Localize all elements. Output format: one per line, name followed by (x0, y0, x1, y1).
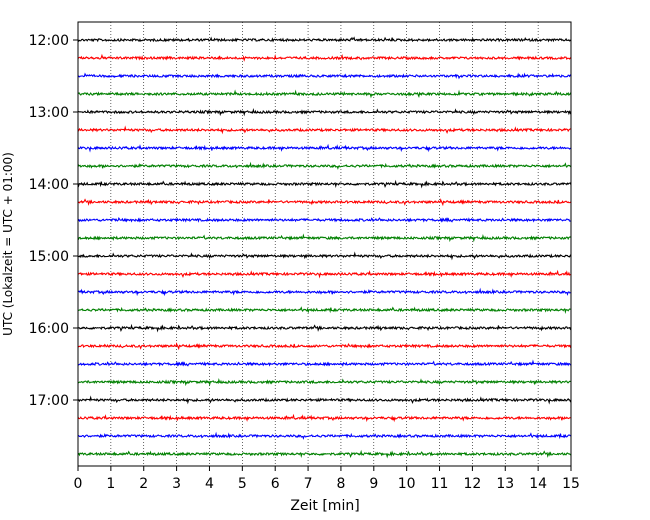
y-tick-label: 17:00 (29, 393, 69, 409)
x-tick-label: 4 (205, 476, 214, 492)
x-tick-label: 2 (139, 476, 148, 492)
x-tick-label: 5 (238, 476, 247, 492)
x-tick-label: 3 (172, 476, 181, 492)
plot-frame (77, 21, 572, 467)
x-tick-label: 10 (398, 476, 416, 492)
y-tick-label: 12:00 (29, 33, 69, 49)
x-tick-label: 9 (369, 476, 378, 492)
x-tick-label: 14 (529, 476, 547, 492)
trace-1330 (77, 143, 572, 153)
trace-1430 (77, 217, 571, 223)
x-tick-label: 15 (562, 476, 580, 492)
trace-1600 (77, 323, 572, 333)
trace-1400 (77, 179, 572, 189)
trace-1715 (77, 413, 572, 423)
grid (110, 22, 539, 466)
trace-1700 (77, 395, 572, 405)
y-tick-label: 14:00 (29, 177, 69, 193)
y-axis-label: UTC (Lokalzeit = UTC + 01:00) (1, 152, 15, 336)
x-tick-label: 13 (496, 476, 514, 492)
x-tick-label: 11 (431, 476, 449, 492)
trace-1415 (77, 198, 572, 207)
trace-1730 (77, 431, 572, 440)
x-tick-label: 8 (336, 476, 345, 492)
plot-background (78, 22, 571, 466)
trace-1315 (77, 125, 572, 135)
trace-1630 (77, 359, 572, 367)
trace-1530 (77, 287, 572, 297)
traces (77, 36, 572, 459)
y-tick-label: 16:00 (29, 321, 69, 337)
y-tick-label: 15:00 (29, 249, 69, 265)
y-tick-label: 13:00 (29, 105, 69, 121)
trace-1745 (77, 449, 572, 459)
x-axis: 0 1 2 3 4 5 6 7 8 9 10 11 12 13 14 15 (74, 466, 580, 492)
trace-1515 (77, 269, 572, 279)
x-tick-label: 6 (271, 476, 280, 492)
x-tick-label: 0 (74, 476, 83, 492)
trace-1545 (77, 306, 572, 315)
y-axis: 12:00 13:00 14:00 15:00 16:00 17:00 (29, 33, 78, 409)
trace-1615 (77, 342, 572, 351)
trace-1200 (77, 36, 572, 43)
trace-1345 (77, 161, 572, 170)
trace-1215 (77, 53, 572, 62)
trace-1230 (77, 72, 572, 80)
x-tick-label: 7 (304, 476, 313, 492)
trace-1445 (77, 233, 572, 243)
x-tick-label: 12 (463, 476, 481, 492)
x-tick-label: 1 (106, 476, 115, 492)
trace-1500 (77, 251, 572, 261)
trace-1645 (77, 378, 572, 387)
x-axis-label: Zeit [min] (290, 498, 359, 514)
trace-1245 (77, 89, 572, 99)
trace-1300 (77, 108, 572, 117)
